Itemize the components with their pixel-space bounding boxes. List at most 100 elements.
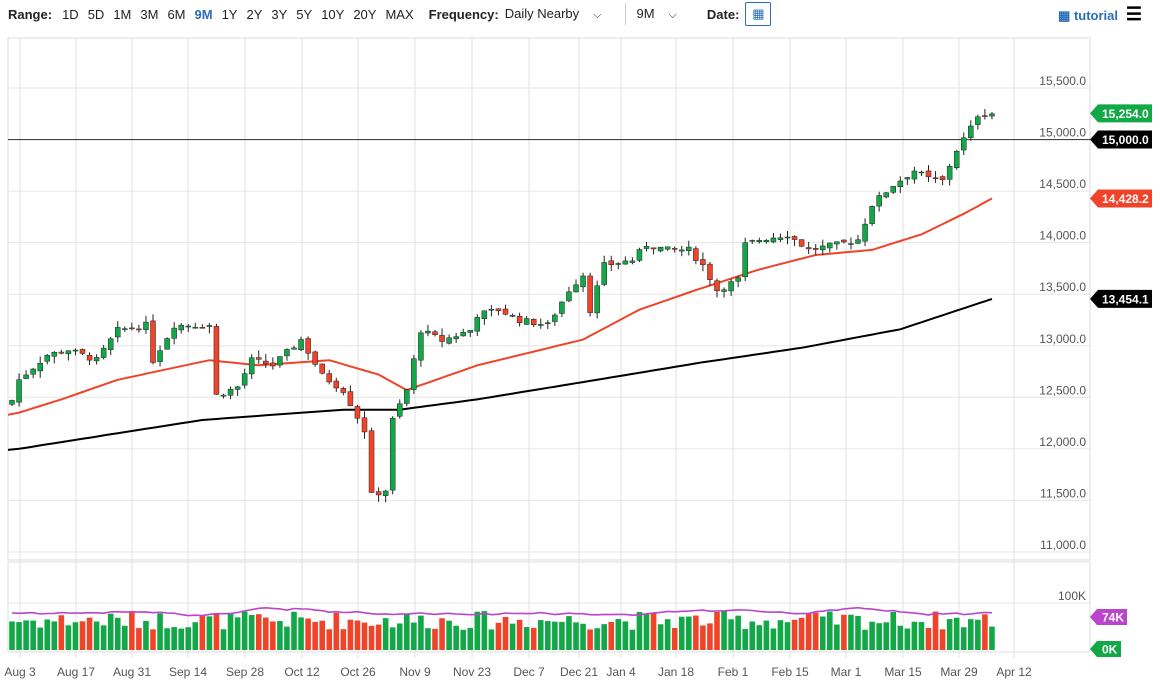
- range-max[interactable]: MAX: [385, 6, 414, 22]
- volume-bar: [622, 621, 629, 650]
- price-pane: [7, 37, 1091, 561]
- volume-bar: [107, 613, 114, 650]
- volume-bar: [411, 622, 417, 650]
- volume-bar: [171, 627, 177, 650]
- volume-bar: [721, 611, 727, 650]
- volume-bar: [255, 614, 262, 650]
- y-tick-label: 11,000.0: [1040, 538, 1086, 552]
- candle-body: [904, 177, 911, 180]
- last-price-tag-text: 15,254.0: [1102, 107, 1149, 121]
- range-3y[interactable]: 3Y: [271, 6, 288, 22]
- candle-body: [129, 327, 135, 330]
- volume-bar: [545, 621, 551, 650]
- candle-body: [925, 170, 932, 178]
- candle-body: [516, 316, 523, 323]
- y-tick-label: 12,500.0: [1039, 383, 1086, 397]
- x-tick-label: Sep 14: [169, 665, 207, 679]
- y-tick-label: 12,000.0: [1039, 435, 1086, 449]
- volume-bar: [418, 615, 424, 650]
- volume-pane: [7, 561, 1091, 653]
- volume-bar: [580, 623, 586, 650]
- range-1y[interactable]: 1Y: [221, 6, 238, 22]
- candle-body: [657, 246, 664, 252]
- volume-bar: [368, 625, 375, 650]
- candle-body: [467, 330, 473, 333]
- candle-body: [418, 332, 424, 361]
- candle-body: [291, 347, 297, 350]
- candle-body: [509, 315, 516, 317]
- candle-body: [989, 113, 995, 117]
- volume-bar: [136, 628, 142, 650]
- volume-bar: [671, 628, 678, 650]
- candle-body: [693, 248, 699, 261]
- candle-body: [361, 417, 368, 433]
- volume-bar: [968, 619, 974, 650]
- volume-bar: [516, 619, 523, 650]
- candle-body: [143, 321, 149, 330]
- candle-body: [382, 490, 389, 496]
- candle-body: [798, 239, 805, 247]
- candle-body: [340, 388, 347, 393]
- volume-bar: [16, 622, 22, 650]
- volume-bar: [629, 629, 636, 650]
- candle-body: [502, 308, 509, 315]
- range-2y[interactable]: 2Y: [246, 6, 263, 22]
- period-select[interactable]: 9M ⌵: [636, 6, 686, 22]
- range-20y[interactable]: 20Y: [353, 6, 377, 22]
- range-1d[interactable]: 1D: [62, 6, 79, 22]
- candle-body: [86, 355, 93, 361]
- volume-bar: [678, 616, 685, 650]
- candle-body: [375, 491, 382, 496]
- range-6m[interactable]: 6M: [167, 6, 186, 22]
- volume-bar: [812, 612, 819, 650]
- candle-body: [559, 301, 565, 314]
- volume-bar: [932, 611, 939, 650]
- volume-bar: [601, 624, 607, 650]
- volume-bar: [474, 611, 481, 650]
- y-tick-label: 13,000.0: [1039, 332, 1086, 346]
- candle-body: [389, 417, 396, 491]
- candle-body: [368, 430, 375, 493]
- range-label: Range:: [8, 6, 53, 22]
- candle-body: [425, 330, 431, 334]
- calendar-icon[interactable]: ▦: [745, 2, 772, 26]
- candle-body: [968, 125, 974, 138]
- volume-bar: [960, 627, 967, 650]
- volume-bar: [396, 623, 403, 650]
- volume-bar: [361, 622, 368, 650]
- volume-bar: [143, 620, 149, 650]
- range-3m[interactable]: 3M: [140, 6, 159, 22]
- candle-body: [545, 322, 551, 324]
- volume-bar: [347, 619, 354, 650]
- x-tick-label: Aug 31: [113, 665, 151, 679]
- candle-body: [573, 284, 579, 293]
- volume-bar: [742, 628, 748, 650]
- volume-bar: [707, 623, 713, 650]
- range-5d[interactable]: 5D: [87, 6, 105, 22]
- divider: [625, 3, 627, 25]
- ma50-tag-text: 14,428.2: [1102, 192, 1149, 206]
- candle-body: [319, 363, 325, 374]
- tutorial-link[interactable]: ▦ tutorial: [1058, 8, 1118, 24]
- volume-bar: [946, 619, 953, 650]
- volume-bar: [552, 621, 558, 650]
- candle-body: [115, 327, 121, 338]
- hline-tag: 15,000.0: [1090, 130, 1152, 149]
- candle-body: [460, 332, 466, 337]
- range-10y[interactable]: 10Y: [321, 6, 345, 22]
- frequency-select[interactable]: Daily Nearby ⌵: [505, 6, 612, 22]
- candle-body: [305, 338, 311, 354]
- volume-bar: [650, 613, 657, 650]
- volume-bar: [827, 611, 833, 650]
- volume-bar: [404, 614, 410, 650]
- hline-tag-text: 15,000.0: [1102, 133, 1149, 147]
- x-tick-label: Mar 15: [884, 665, 922, 679]
- volume-bar: [587, 629, 593, 650]
- hamburger-menu-icon[interactable]: ☰: [1125, 4, 1142, 24]
- volume-bar: [122, 625, 128, 650]
- range-9m[interactable]: 9M: [194, 6, 213, 22]
- range-1m[interactable]: 1M: [113, 6, 132, 22]
- range-5y[interactable]: 5Y: [296, 6, 313, 22]
- candle-body: [93, 357, 100, 362]
- candle-body: [869, 206, 875, 224]
